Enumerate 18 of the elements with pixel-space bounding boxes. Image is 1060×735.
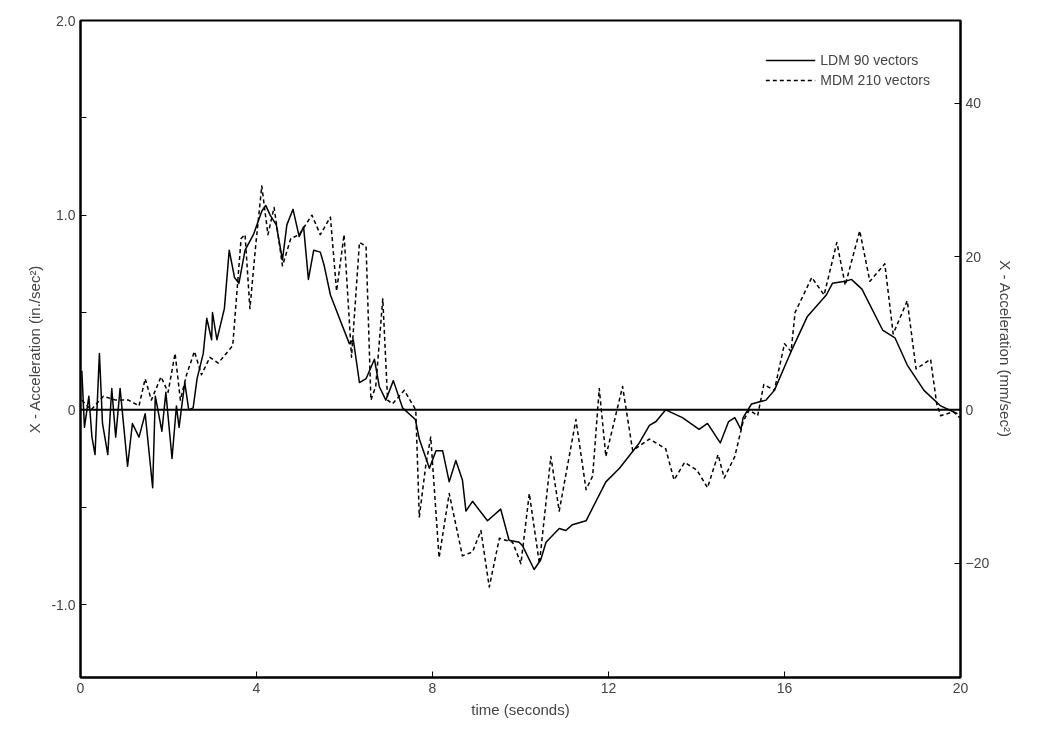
x-tick-label: 8 (428, 679, 437, 696)
y2-tick-label: −20 (965, 555, 990, 572)
y2-axis-title: X - Acceleration (mm/sec²) (997, 260, 1015, 437)
x-axis-title: time (seconds) (471, 700, 570, 718)
legend-label: MDM 210 vectors (820, 72, 930, 88)
y-axis-title: X - Acceleration (in./sec²) (26, 265, 44, 434)
x-tick-label: 12 (600, 679, 617, 696)
y-tick-label: 0 (67, 401, 76, 418)
y-tick-label: 2.0 (56, 12, 76, 29)
y2-tick-label: 40 (965, 95, 982, 112)
x-tick-label: 20 (952, 679, 969, 696)
x-tick-label: 16 (776, 679, 793, 696)
y2-tick-label: 20 (965, 248, 982, 265)
legend-label: LDM 90 vectors (820, 52, 919, 68)
y-tick-label: 1.0 (56, 207, 76, 224)
y-tick-label: -1.0 (51, 596, 76, 613)
x-tick-label: 4 (252, 679, 261, 696)
y2-tick-label: 0 (965, 401, 974, 418)
